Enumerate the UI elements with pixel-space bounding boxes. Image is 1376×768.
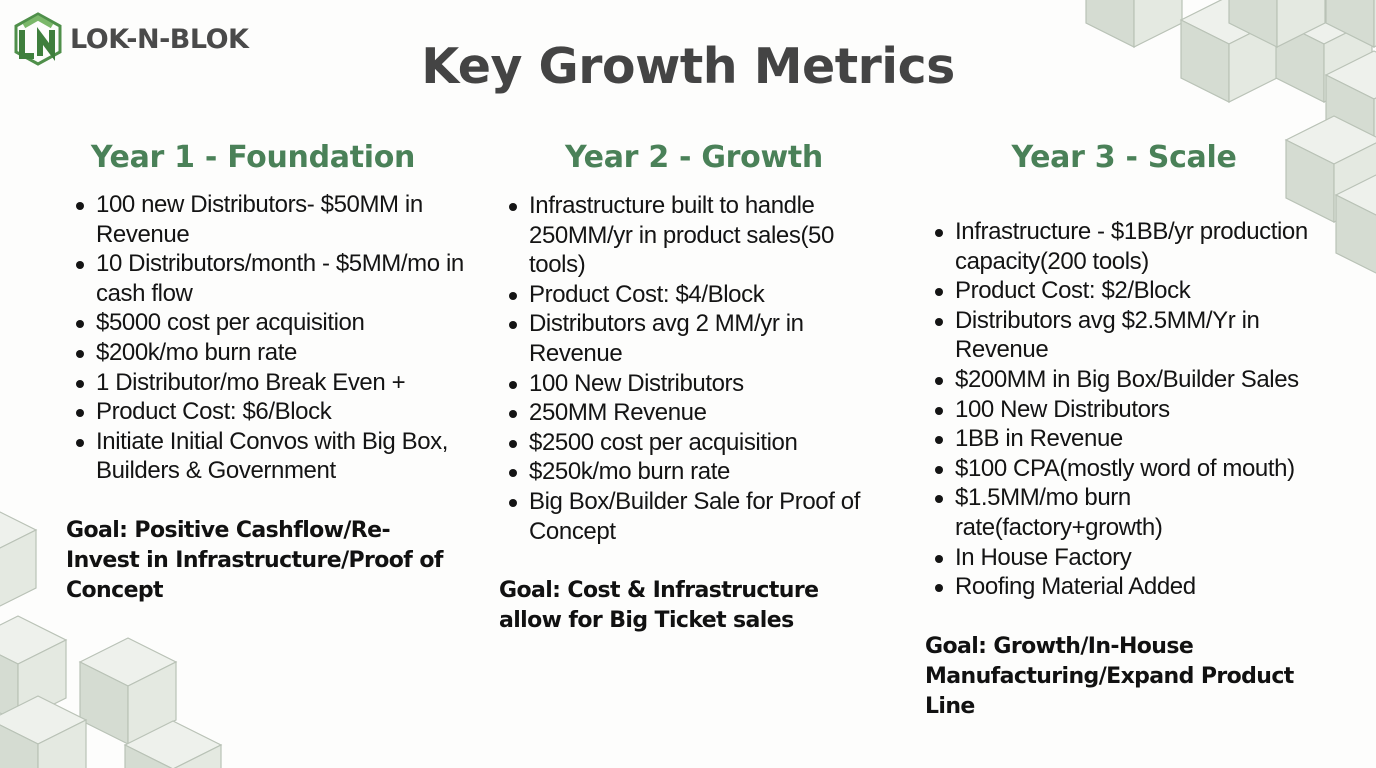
list-item: Initiate Initial Convos with Big Box, Bu… <box>66 427 466 486</box>
list-item: Product Cost: $4/Block <box>499 280 889 310</box>
year-2-heading: Year 2 - Growth <box>565 140 823 175</box>
list-item: Product Cost: $6/Block <box>66 397 466 427</box>
list-item: Distributors avg $2.5MM/Yr in Revenue <box>925 306 1335 365</box>
brand-logo: LOK-N-BLOK <box>14 12 249 66</box>
list-item: 250MM Revenue <box>499 398 889 428</box>
list-item: Big Box/Builder Sale for Proof of Concep… <box>499 487 889 546</box>
list-item: $5000 cost per acquisition <box>66 308 466 338</box>
year-2-column: Year 2 - Growth Infrastructure built to … <box>499 140 889 636</box>
brand-name: LOK-N-BLOK <box>70 23 249 55</box>
list-item: $1.5MM/mo burn rate(factory+growth) <box>925 483 1335 542</box>
list-item: Product Cost: $2/Block <box>925 276 1335 306</box>
year-1-column: Year 1 - Foundation 100 new Distributors… <box>66 140 466 606</box>
list-item: In House Factory <box>925 543 1335 573</box>
list-item: $2500 cost per acquisition <box>499 428 889 458</box>
year-1-heading: Year 1 - Foundation <box>90 140 416 175</box>
list-item: $250k/mo burn rate <box>499 457 889 487</box>
page-title: Key Growth Metrics <box>421 38 955 95</box>
list-item: $100 CPA(mostly word of mouth) <box>925 454 1335 484</box>
year-3-heading: Year 3 - Scale <box>1011 140 1237 175</box>
list-item: 10 Distributors/month - $5MM/mo in cash … <box>66 249 466 308</box>
list-item: 100 New Distributors <box>499 369 889 399</box>
ln-cube-logo-icon <box>14 12 62 66</box>
list-item: 1 Distributor/mo Break Even + <box>66 368 466 398</box>
list-item: Distributors avg 2 MM/yr in Revenue <box>499 309 889 368</box>
list-item: Roofing Material Added <box>925 572 1335 602</box>
year-2-goal: Goal: Cost & Infrastructure allow for Bi… <box>499 578 819 634</box>
year-3-list: Infrastructure - $1BB/yr production capa… <box>925 217 1335 602</box>
year-3-goal: Goal: Growth/In-House Manufacturing/Expa… <box>925 633 1294 719</box>
list-item: Infrastructure - $1BB/yr production capa… <box>925 217 1335 276</box>
list-item: $200MM in Big Box/Builder Sales <box>925 365 1335 395</box>
year-1-list: 100 new Distributors- $50MM in Revenue 1… <box>66 190 466 486</box>
list-item: 100 new Distributors- $50MM in Revenue <box>66 190 466 249</box>
year-1-goal: Goal: Positive Cashflow/Re-Invest in Inf… <box>66 517 443 603</box>
year-2-list: Infrastructure built to handle 250MM/yr … <box>499 191 889 546</box>
list-item: 1BB in Revenue <box>925 424 1335 454</box>
list-item: Infrastructure built to handle 250MM/yr … <box>499 191 889 280</box>
list-item: $200k/mo burn rate <box>66 338 466 368</box>
year-3-column: Year 3 - Scale Infrastructure - $1BB/yr … <box>925 140 1335 722</box>
list-item: 100 New Distributors <box>925 395 1335 425</box>
